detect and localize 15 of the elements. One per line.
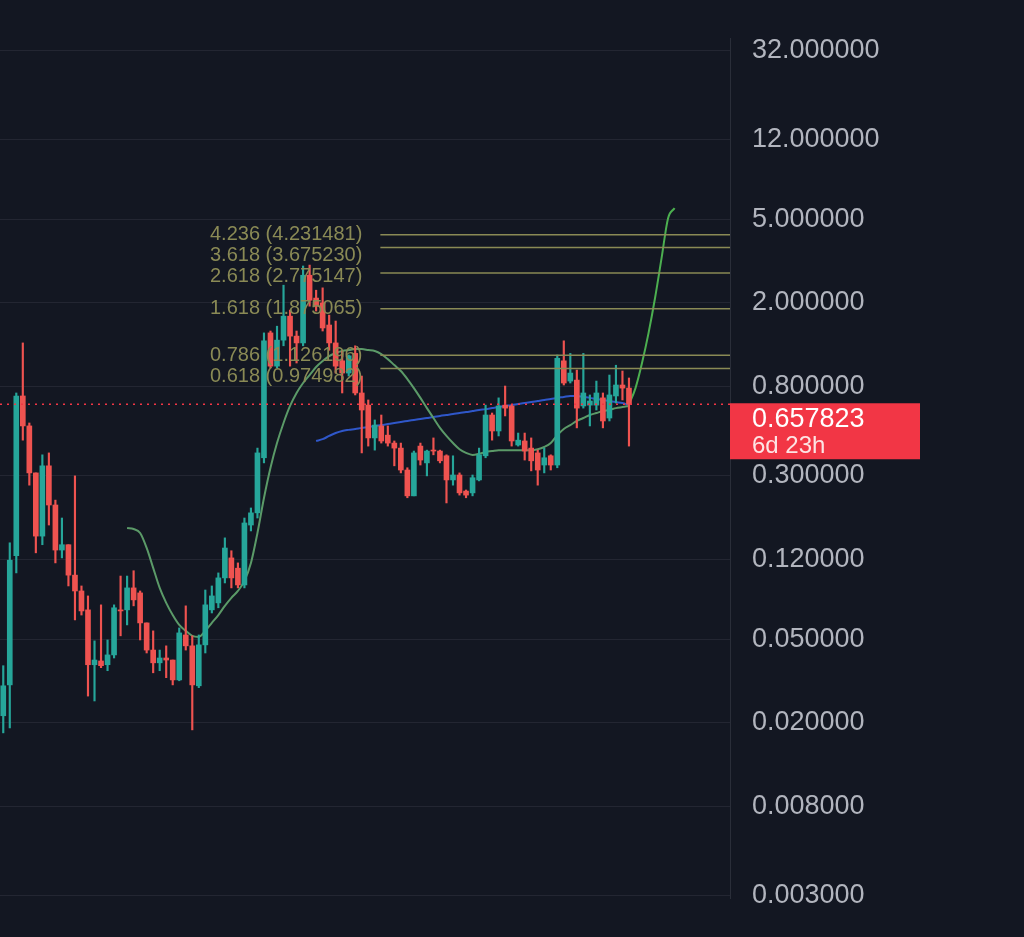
y-tick-label: 32.000000	[752, 33, 880, 64]
y-tick-label: 0.300000	[752, 459, 865, 490]
y-tick-label: 12.000000	[752, 123, 880, 154]
text: 6d 23h	[752, 430, 826, 458]
y-tick-label: 0.008000	[752, 789, 865, 820]
y-tick-label: 0.800000	[752, 369, 865, 400]
y-tick-label: 0.050000	[752, 622, 865, 653]
y-tick-label: 2.000000	[752, 286, 865, 317]
y-tick-label: 0.003000	[752, 879, 865, 910]
y-tick-label: 0.120000	[752, 542, 865, 573]
ref-line-label: 0.657823	[752, 402, 865, 433]
y-tick-label: 0.020000	[752, 706, 865, 737]
ref-line-label: 3.618 (3.675230)	[210, 243, 363, 266]
y-tick-label: 5.000000	[752, 202, 865, 233]
ref-line-label: 4.236 (4.231481)	[210, 222, 363, 245]
